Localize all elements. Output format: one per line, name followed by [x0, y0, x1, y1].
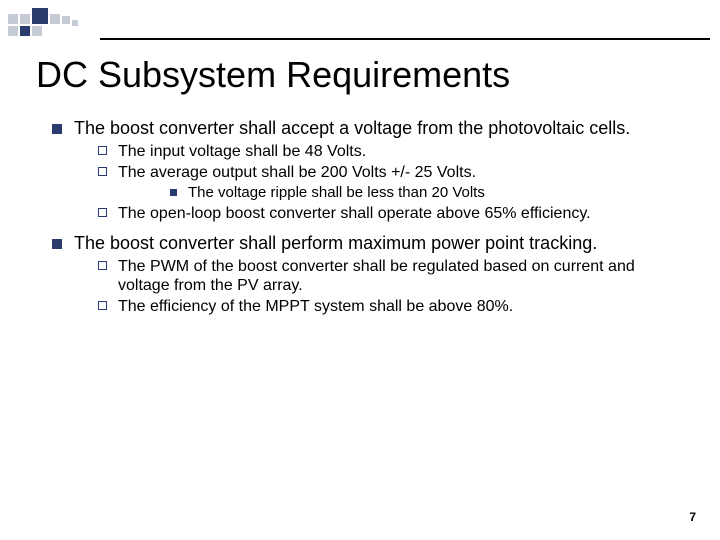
bullet-text: The input voltage shall be 48 Volts.: [118, 143, 366, 160]
bullet-level-2: The efficiency of the MPPT system shall …: [74, 297, 672, 316]
bullet-text: The boost converter shall perform maximu…: [74, 233, 597, 253]
bullet-level-1: The boost converter shall accept a volta…: [52, 118, 672, 223]
bullet-level-3: The voltage ripple shall be less than 20…: [118, 184, 672, 202]
bullet-text: The open-loop boost converter shall oper…: [118, 205, 591, 222]
bullet-level-1: The boost converter shall perform maximu…: [52, 233, 672, 316]
page-number: 7: [689, 510, 696, 524]
header-divider: [100, 38, 710, 40]
bullet-text: The PWM of the boost converter shall be …: [118, 258, 635, 294]
content-body: The boost converter shall accept a volta…: [52, 118, 672, 322]
bullet-text: The voltage ripple shall be less than 20…: [188, 184, 485, 201]
bullet-level-2: The PWM of the boost converter shall be …: [74, 257, 672, 295]
bullet-level-2: The open-loop boost converter shall oper…: [74, 204, 672, 223]
page-title: DC Subsystem Requirements: [36, 54, 510, 96]
bullet-level-2: The average output shall be 200 Volts +/…: [74, 163, 672, 202]
bullet-text: The efficiency of the MPPT system shall …: [118, 298, 513, 315]
corner-decoration: [8, 8, 94, 36]
bullet-text: The average output shall be 200 Volts +/…: [118, 164, 476, 181]
bullet-level-2: The input voltage shall be 48 Volts.: [74, 142, 672, 161]
bullet-text: The boost converter shall accept a volta…: [74, 118, 630, 138]
slide: DC Subsystem Requirements The boost conv…: [0, 0, 720, 540]
